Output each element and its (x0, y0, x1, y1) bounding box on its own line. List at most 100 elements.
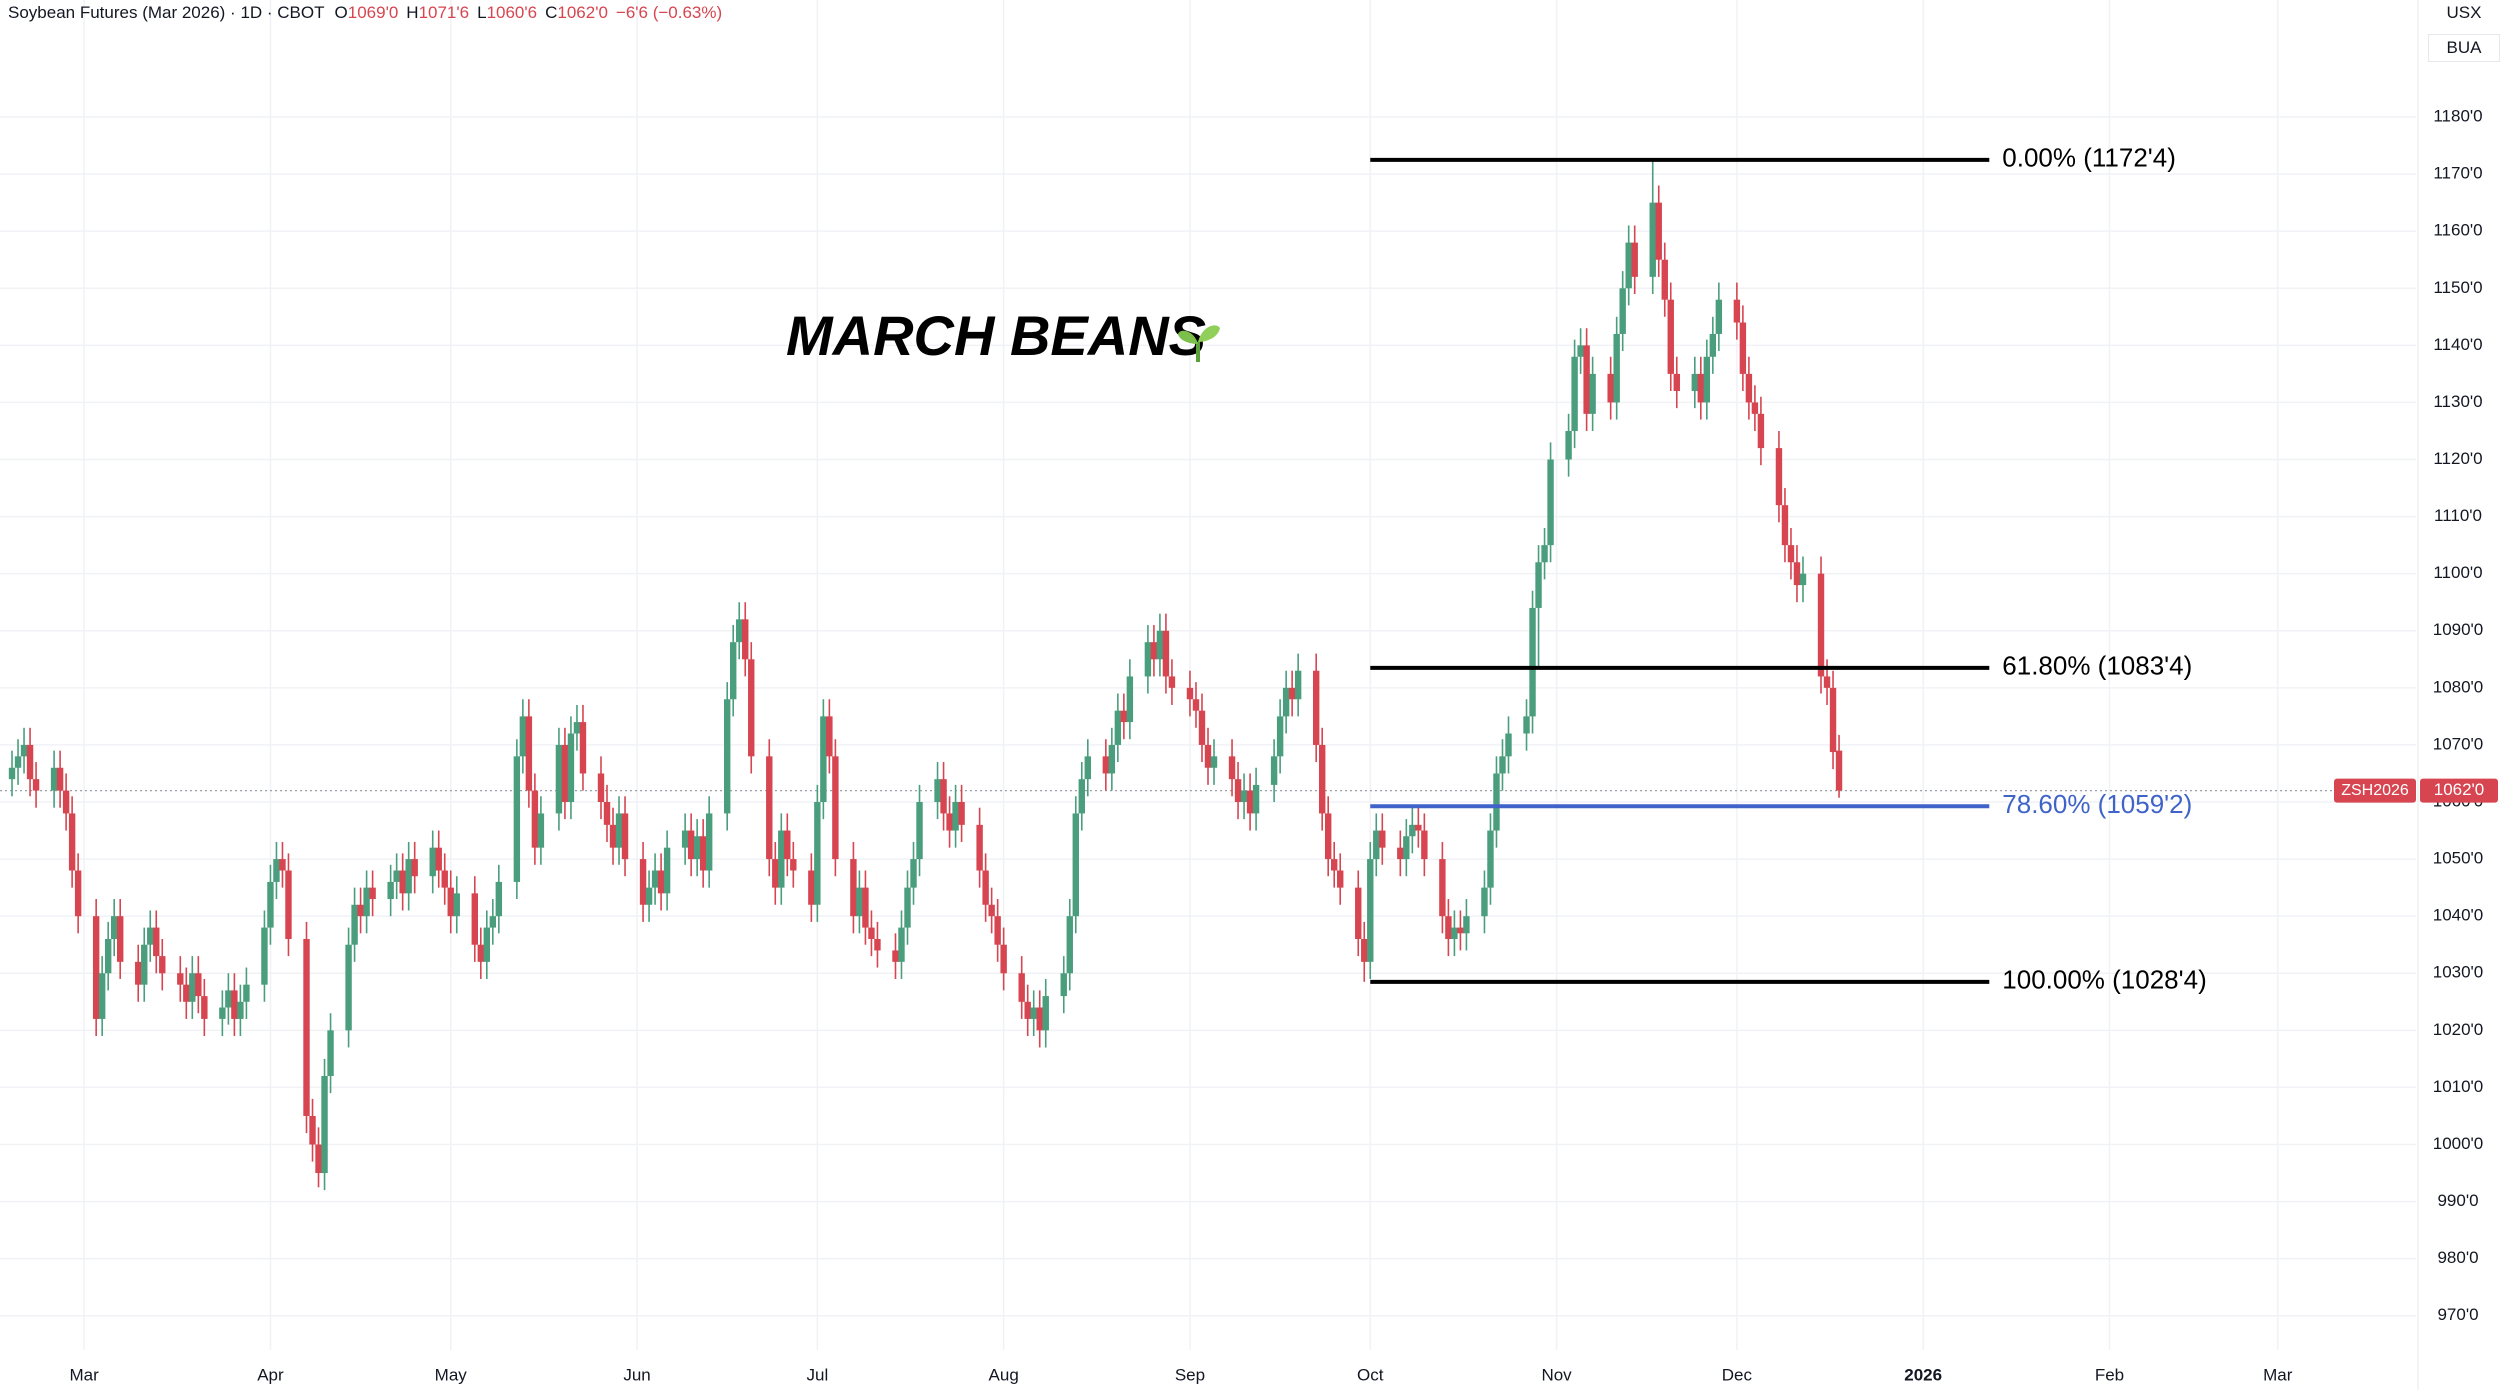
y-tick-label: 1160'0 (2433, 221, 2482, 240)
candle-body (687, 830, 695, 860)
candle-body (327, 1030, 334, 1077)
candle-body (363, 887, 370, 917)
y-tick-label: 1130'0 (2433, 392, 2482, 411)
candle-body (1120, 710, 1128, 723)
symbol-header: Soybean Futures (Mar 2026) · 1D · CBOT O1… (8, 2, 730, 24)
candle-body (693, 836, 701, 860)
candle-body (555, 744, 563, 814)
candle-body (1691, 373, 1699, 392)
currency-label[interactable]: USX (2446, 3, 2482, 22)
candle-body (399, 870, 406, 894)
candle-body (892, 950, 899, 962)
candle-body (74, 870, 82, 917)
candle-body (832, 756, 839, 860)
candle-body (1373, 830, 1380, 860)
y-tick-label: 970'0 (2437, 1305, 2478, 1324)
candle-body (1228, 756, 1236, 780)
candle-body (20, 744, 28, 757)
candle-body (1282, 687, 1290, 717)
candle-body (778, 830, 785, 888)
candle-body (850, 859, 857, 917)
candle-body (994, 916, 1001, 945)
candle-body (201, 996, 208, 1019)
candle-body (441, 870, 448, 888)
candle-body (1607, 373, 1614, 403)
candle-body (351, 904, 358, 945)
candle-body (357, 904, 364, 917)
candle-body (904, 887, 911, 928)
candle-body (982, 870, 989, 905)
candle-body (862, 887, 869, 928)
candle-body (477, 944, 484, 962)
candle-body (1571, 356, 1578, 431)
y-tick-label: 1140'0 (2433, 335, 2482, 354)
candle-body (934, 779, 941, 803)
price-tag-value: 1062'0 (2434, 780, 2485, 799)
candle-body (1529, 607, 1536, 717)
candle-body (1817, 573, 1825, 677)
candle-body (285, 870, 292, 940)
y-tick-label: 1070'0 (2433, 734, 2484, 753)
candle-body (68, 813, 76, 871)
candle-body (1667, 299, 1674, 374)
candle-body (609, 824, 617, 848)
candle-body (874, 939, 881, 951)
candle-body (1168, 676, 1176, 688)
unit-label[interactable]: BUA (2428, 34, 2500, 62)
candle-body (321, 1076, 328, 1174)
candle-body (988, 904, 995, 917)
candle-body (411, 859, 418, 877)
candle-body (219, 1007, 226, 1019)
candle-body (946, 813, 953, 831)
candle-body (814, 802, 821, 905)
candle-body (1114, 710, 1122, 745)
candle-body (1252, 784, 1260, 814)
candle-body (1823, 676, 1831, 688)
candle-body (1709, 333, 1717, 357)
plot (0, 157, 2416, 1191)
candle-body (1144, 642, 1152, 677)
candle-body (1331, 859, 1338, 871)
candle-body (237, 1001, 244, 1019)
candle-body (1072, 813, 1079, 917)
candle-body (159, 956, 166, 974)
x-tick-label: Nov (1541, 1365, 1572, 1384)
candle-body (856, 887, 863, 917)
y-tick-label: 1150'0 (2433, 278, 2482, 297)
candle-body (1793, 562, 1801, 586)
candle-body (62, 790, 70, 814)
ohlc-value: 1071'6 (418, 3, 470, 22)
candle-body (1661, 259, 1668, 300)
candle-body (681, 830, 689, 848)
y-tick-label: 1180'0 (2433, 107, 2482, 126)
candle-body (435, 847, 442, 871)
candle-body (1270, 756, 1278, 785)
candle-body (153, 927, 160, 957)
candle-body (1619, 288, 1626, 334)
candle-body (405, 859, 412, 894)
candle-body (1493, 773, 1500, 831)
candle-body (483, 927, 491, 962)
candle-body (1541, 545, 1548, 563)
candle-body (1613, 333, 1620, 403)
candle-body (868, 927, 875, 940)
candle-body (471, 893, 478, 945)
ohlc-value: 1069'0 (347, 3, 399, 22)
candle-body (1649, 202, 1656, 277)
candle-body (32, 779, 40, 791)
candle-body (724, 699, 731, 814)
candle-body (772, 859, 779, 888)
y-tick-label: 1110'0 (2434, 506, 2482, 525)
candle-body (1060, 973, 1067, 997)
candle-body (189, 973, 196, 1002)
candle-body (195, 973, 202, 997)
candle-body (525, 716, 533, 791)
candle-body (309, 1115, 316, 1145)
candle-body (1030, 1007, 1037, 1019)
candle-body (1547, 459, 1554, 546)
candle-body (1192, 699, 1200, 711)
candle-body (8, 767, 16, 780)
candle-body (808, 870, 815, 905)
candle-body (1162, 630, 1170, 677)
candle-body (597, 773, 605, 803)
